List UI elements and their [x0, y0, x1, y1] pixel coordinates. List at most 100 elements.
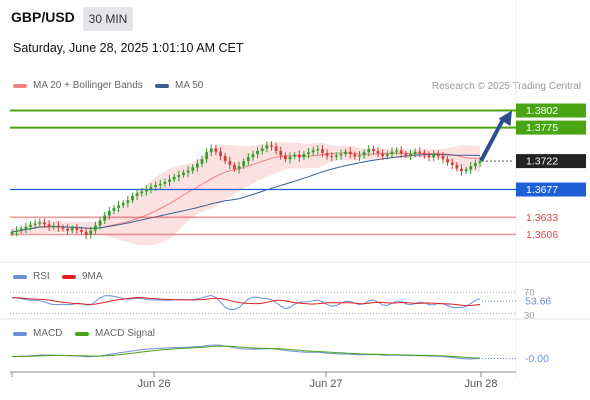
candle-body — [344, 151, 348, 155]
candle-body — [56, 225, 60, 228]
bollinger-band — [12, 141, 480, 246]
macd-signal-line — [12, 345, 481, 359]
candle-body — [325, 152, 329, 157]
candle-body — [75, 228, 79, 230]
candle-body — [307, 152, 310, 155]
candle-body — [191, 167, 195, 171]
candle-body — [348, 151, 352, 155]
candle-body — [168, 179, 171, 182]
candle-body — [149, 187, 153, 190]
candle-body — [117, 205, 120, 208]
candle-body — [316, 149, 320, 151]
candle-body — [436, 154, 440, 157]
pivot-level-label: 1.3677 — [526, 184, 558, 196]
candle-body — [246, 157, 250, 162]
ma50-swatch — [155, 83, 169, 88]
candle-body — [15, 230, 19, 232]
resistance-level-tag — [516, 103, 586, 118]
candle-body — [455, 164, 459, 169]
candle-body — [265, 145, 269, 149]
timeframe-button[interactable]: 30 MIN — [83, 7, 133, 31]
candle-body — [33, 223, 37, 225]
legend-rsi-9ma: 9MA — [62, 271, 103, 282]
legend-ma50: MA 50 — [155, 80, 203, 91]
candle-body — [237, 166, 241, 170]
candle-body — [399, 150, 403, 154]
candle-body — [158, 183, 162, 186]
candle-body — [460, 168, 463, 172]
last-price-label: 1.3722 — [526, 156, 558, 168]
rsi-tick-70: 70 — [524, 288, 535, 299]
candle-body — [19, 228, 23, 231]
candle-body — [223, 156, 227, 162]
candle-body — [205, 152, 209, 160]
legend-macd-signal: MACD Signal — [75, 328, 155, 339]
candle-body — [385, 154, 389, 157]
legend-rsi-9ma-label: 9MA — [82, 271, 103, 282]
rsi-current-value: 53.66 — [525, 296, 551, 308]
candle-body — [98, 220, 102, 226]
candle-body — [135, 193, 139, 196]
candle-body — [182, 172, 185, 175]
candle-body — [70, 228, 74, 231]
candle-body — [367, 149, 371, 153]
candle-body — [233, 164, 236, 170]
rsi-9ma-swatch — [62, 274, 76, 279]
legend-macd-signal-label: MACD Signal — [95, 328, 156, 339]
candle-body — [260, 148, 264, 151]
candle-body — [478, 161, 482, 163]
candle-body — [186, 170, 190, 173]
candle-body — [432, 154, 436, 158]
candle-body — [121, 202, 125, 206]
candle-body — [112, 207, 116, 212]
copyright-text: Research © 2025 Trading Central — [431, 81, 581, 92]
candle-body — [219, 151, 222, 157]
candle-body — [283, 155, 287, 160]
candle-body — [293, 154, 297, 157]
candle-body — [358, 155, 361, 157]
candle-body — [29, 224, 32, 227]
candle-body — [441, 156, 445, 160]
candle-body — [469, 166, 473, 170]
candle-body — [427, 155, 431, 158]
legend-macd: MACD — [13, 328, 62, 339]
legend-rsi-label: RSI — [33, 271, 50, 282]
macd-current-value: -0.00 — [525, 353, 549, 365]
rsi-line — [12, 294, 481, 311]
resistance-level-tag — [516, 120, 586, 135]
candle-body — [279, 150, 283, 156]
candle-body — [353, 154, 357, 157]
candle-body — [228, 161, 232, 165]
rsi-tick-30: 30 — [524, 310, 535, 321]
candle-body — [103, 215, 107, 221]
candle-body — [61, 227, 65, 229]
candle-body — [464, 169, 468, 172]
candle-body — [24, 226, 28, 229]
candle-body — [84, 231, 88, 236]
candle-body — [404, 153, 408, 156]
candle-body — [311, 150, 315, 153]
candle-body — [163, 181, 167, 184]
forecast-arrow-head — [498, 110, 512, 127]
candle-body — [330, 156, 334, 158]
candle-body — [390, 151, 394, 155]
candle-body — [297, 154, 301, 158]
candle-body — [302, 154, 306, 158]
candle-body — [409, 154, 412, 156]
candle-body — [334, 155, 338, 157]
candle-body — [66, 228, 69, 231]
candle-body — [200, 159, 204, 164]
candle-body — [52, 225, 56, 227]
candle-body — [418, 151, 422, 153]
candle-body — [288, 156, 292, 160]
candle-body — [381, 153, 385, 157]
resistance-level-label: 1.3775 — [526, 122, 558, 134]
candle-body — [126, 200, 130, 203]
last-price-tag — [516, 154, 586, 169]
candle-body — [251, 154, 255, 158]
candle-body — [131, 195, 134, 201]
macd-swatch — [13, 331, 27, 336]
rsi-9ma-line — [12, 296, 481, 307]
candle-body — [270, 145, 273, 147]
